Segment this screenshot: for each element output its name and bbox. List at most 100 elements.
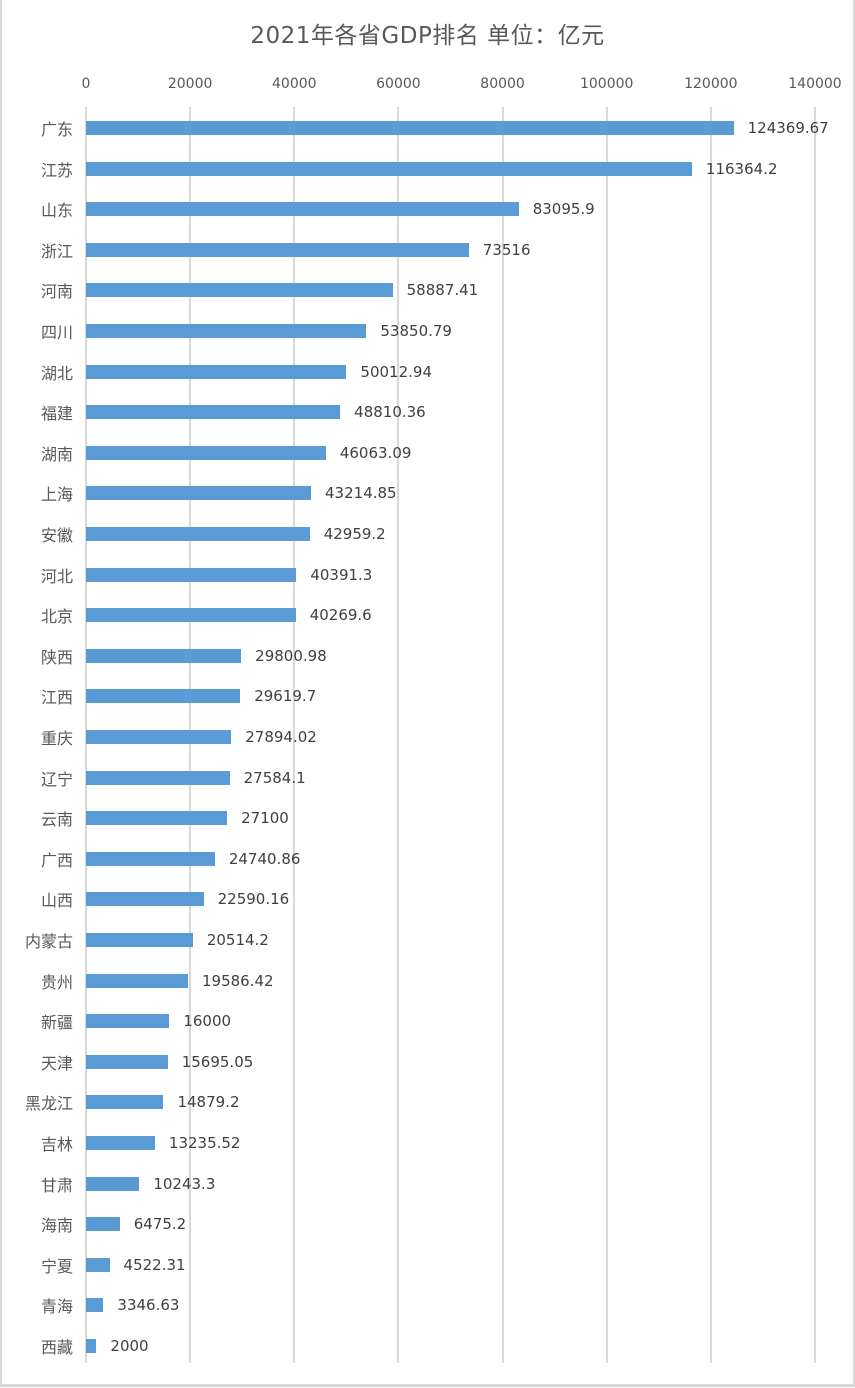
category-label: 黑龙江 [24,1094,73,1114]
data-label: 46063.09 [339,443,412,462]
bar [86,121,734,135]
data-label: 6475.2 [133,1215,187,1234]
x-tick-label: 40000 [272,76,317,92]
data-label: 24740.86 [228,849,301,868]
data-label: 48810.36 [354,403,426,422]
data-label: 58887.41 [406,281,479,300]
data-label: 2000 [110,1337,149,1355]
category-label: 上海 [40,485,73,505]
bar [86,1054,168,1069]
bar [86,851,215,866]
gridline [397,107,400,1363]
data-label: 16000 [183,1012,232,1031]
category-label: 贵州 [40,972,73,992]
category-label: 山西 [40,891,73,911]
category-label: 浙江 [40,241,73,261]
category-label: 安徽 [40,526,73,545]
bar [86,770,230,785]
bar [86,973,188,988]
data-label: 27584.1 [243,768,306,787]
data-label: 14879.2 [177,1093,240,1112]
bar [86,1095,164,1110]
gridline [814,107,816,1363]
category-label: 重庆 [40,729,73,748]
category-label: 云南 [40,810,73,830]
bar [86,933,193,947]
category-label: 江苏 [40,160,73,180]
gridline [501,107,504,1363]
bar [86,1257,110,1272]
bar [86,445,326,460]
category-label: 辽宁 [40,769,73,789]
category-label: 福建 [40,404,73,424]
x-tick-label: 100000 [579,76,634,92]
data-label: 42959.2 [323,525,386,543]
category-label: 江西 [40,688,73,708]
bar [86,202,519,217]
bar [86,364,347,379]
bar [86,1298,104,1313]
bar [86,242,469,257]
data-label: 13235.52 [168,1134,241,1152]
gridline [605,107,608,1363]
data-label: 40269.6 [309,606,372,625]
bar [86,324,367,338]
bar [86,1217,120,1232]
data-label: 29800.98 [255,646,327,665]
bar [86,648,242,663]
category-label: 河北 [40,566,73,586]
bar [86,1176,140,1191]
bar [86,730,232,744]
bar [86,892,204,907]
bar [86,1014,170,1029]
x-tick-label: 120000 [684,76,738,92]
data-label: 3346.63 [117,1296,180,1315]
bar [86,1136,155,1150]
x-tick-label: 80000 [480,76,525,92]
bar [86,486,312,501]
bar [86,689,241,704]
x-tick-label: 0 [81,76,91,92]
bar [86,405,341,420]
data-label: 10243.3 [153,1174,216,1193]
data-label: 40391.3 [310,565,373,584]
category-label: 新疆 [40,1013,73,1033]
category-label: 湖南 [40,444,73,464]
bar [86,527,310,541]
data-label: 43214.85 [325,484,397,503]
category-label: 宁夏 [40,1256,73,1276]
category-label: 陕西 [40,647,73,667]
data-label: 22590.16 [217,890,290,909]
category-label: 西藏 [40,1338,73,1357]
data-label: 124369.67 [747,119,829,137]
category-label: 广东 [40,120,73,139]
bar [86,1339,97,1353]
category-label: 广西 [40,850,73,870]
category-label: 四川 [40,323,73,342]
data-label: 19586.42 [201,971,274,990]
x-tick-label: 60000 [376,76,421,92]
category-label: 甘肃 [40,1175,73,1195]
category-label: 内蒙古 [24,932,73,951]
data-label: 20514.2 [206,931,269,949]
data-label: 15695.05 [181,1052,254,1071]
data-label: 116364.2 [705,159,778,178]
chart-title: 2021年各省GDP排名 单位：亿元 [250,23,605,49]
data-label: 50012.94 [360,362,432,381]
data-label: 29619.7 [254,687,317,706]
bar [86,283,393,298]
category-label: 天津 [40,1053,73,1073]
gridline [709,107,712,1363]
bar [86,567,297,582]
data-label: 53850.79 [380,322,452,340]
x-tick-label: 140000 [788,76,842,92]
x-tick-label: 20000 [167,76,213,92]
category-label: 湖北 [40,363,73,383]
category-label: 吉林 [40,1135,73,1154]
data-label: 73516 [482,240,531,259]
category-label: 河南 [40,282,73,302]
bar [86,608,296,623]
bar [86,161,692,176]
bar [86,811,228,826]
